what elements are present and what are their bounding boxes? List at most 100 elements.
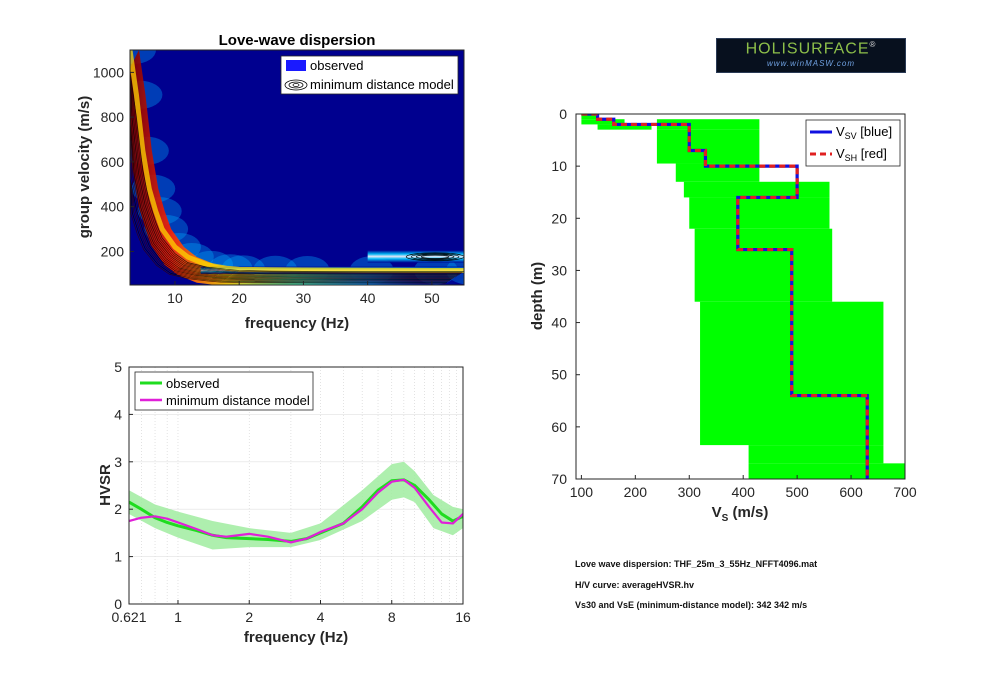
y-tick-label: 200 xyxy=(101,243,125,259)
x-tick-label: 40 xyxy=(360,290,376,306)
hvsr-axes-frame xyxy=(128,366,464,605)
search-space-layer xyxy=(689,197,830,229)
legend-vsh-label: VSH [red] xyxy=(836,146,887,163)
vs-ylabel: depth (m) xyxy=(529,262,546,330)
x-tick-label: 50 xyxy=(424,290,440,306)
x-tick-label: 30 xyxy=(296,290,312,306)
model-high-contour xyxy=(405,252,464,262)
legend-observed-label: observed xyxy=(166,376,219,391)
x-tick-label: 600 xyxy=(839,484,863,500)
dispersion-xlabel: frequency (Hz) xyxy=(245,315,349,332)
energy-fan xyxy=(130,50,464,285)
legend-model-label: minimum distance model xyxy=(166,393,310,408)
x-tick-label: 8 xyxy=(388,609,396,625)
logo-title: HOLISURFACE® xyxy=(745,40,877,58)
vs-legend: VSV [blue] VSH [red] xyxy=(805,119,901,167)
model-contour xyxy=(130,72,464,272)
y-tick-label: 20 xyxy=(551,210,567,226)
x-tick-label: 400 xyxy=(732,484,756,500)
info-dispersion-file: Love wave dispersion: THF_25m_3_55Hz_NFF… xyxy=(575,559,818,569)
holisurface-logo: HOLISURFACE® www.winMASW.com xyxy=(716,38,906,73)
legend-observed-swatch xyxy=(286,60,306,71)
y-tick-label: 70 xyxy=(551,471,567,487)
model-contour xyxy=(130,78,455,279)
model-contour xyxy=(130,80,452,280)
vs-xlabel: VS (m/s) xyxy=(712,504,769,524)
y-tick-label: 1000 xyxy=(93,64,124,80)
dispersion-title: Love-wave dispersion xyxy=(219,32,376,49)
y-tick-label: 4 xyxy=(114,406,122,422)
info-hv-file: H/V curve: averageHVSR.hv xyxy=(575,580,695,590)
hvsr-xlabel: frequency (Hz) xyxy=(244,629,348,646)
x-tick-label: 200 xyxy=(624,484,648,500)
y-tick-label: 40 xyxy=(551,315,567,331)
vs-profile-plot-area xyxy=(581,114,905,479)
x-tick-label: 0.621 xyxy=(111,609,146,625)
x-tick-label: 20 xyxy=(231,290,247,306)
hvsr-plot-area xyxy=(129,461,463,550)
x-tick-label: 10 xyxy=(167,290,183,306)
energy-high-branch xyxy=(367,250,464,263)
x-tick-label: 500 xyxy=(785,484,809,500)
y-tick-label: 0 xyxy=(114,596,122,612)
model-high-contour xyxy=(420,254,450,259)
hvsr-model-line xyxy=(129,478,463,544)
hvsr-legend: observed minimum distance model xyxy=(134,371,314,411)
y-tick-label: 1 xyxy=(114,549,122,565)
legend-contour-swatch xyxy=(284,79,308,91)
y-tick-label: 50 xyxy=(551,367,567,383)
hvsr-ylabel: HVSR xyxy=(97,464,114,506)
model-contour xyxy=(130,75,459,276)
hvsr-axes: 0.621 1 2 4 8 16 0 1 2 3 4 5 xyxy=(111,359,471,625)
dispersion-panel: Love-wave dispersion 10 20 30 40 50 200 400 600… xyxy=(76,32,465,332)
y-tick-label: 0 xyxy=(559,106,567,122)
dispersion-legend: observed minimum distance model xyxy=(280,55,459,95)
y-tick-label: 400 xyxy=(101,199,125,215)
hvsr-panel: 0.621 1 2 4 8 16 0 1 2 3 4 5 frequency (Hz) HVSR ob… xyxy=(97,359,471,646)
search-space-layer xyxy=(694,228,833,302)
y-tick-label: 60 xyxy=(551,419,567,435)
model-contour xyxy=(130,83,448,283)
logo-subtitle: www.winMASW.com xyxy=(766,59,856,68)
model-contour xyxy=(130,73,463,273)
vsh-profile-line xyxy=(581,114,869,479)
model-contour xyxy=(130,77,456,278)
x-tick-label: 300 xyxy=(678,484,702,500)
legend-observed-label: observed xyxy=(310,58,363,73)
legend-vsv-label: VSV [blue] xyxy=(836,124,892,141)
x-tick-label: 700 xyxy=(893,484,917,500)
y-tick-label: 5 xyxy=(114,359,122,375)
search-space-layer xyxy=(675,163,760,182)
dispersion-axes-frame xyxy=(129,49,465,286)
model-contour xyxy=(130,76,457,277)
observed-ridge xyxy=(130,50,464,273)
x-tick-label: 4 xyxy=(317,609,325,625)
search-space-layer xyxy=(581,119,625,125)
search-space-layer xyxy=(748,445,884,464)
search-space-layer xyxy=(656,129,760,164)
hvsr-std-band xyxy=(129,461,463,550)
search-space-layer xyxy=(748,463,905,479)
y-tick-label: 30 xyxy=(551,262,567,278)
vs-axes: 100 200 300 400 500 600 700 0 10 20 30 40 50 60 70 xyxy=(551,106,916,500)
y-tick-label: 10 xyxy=(551,158,567,174)
y-tick-label: 3 xyxy=(114,454,122,470)
model-high-contour xyxy=(410,253,460,261)
vs-axes-frame xyxy=(575,113,906,480)
model-contour xyxy=(130,79,453,280)
legend-model-label: minimum distance model xyxy=(310,77,454,92)
dispersion-ylabel: group velocity (m/s) xyxy=(76,96,93,239)
y-tick-label: 2 xyxy=(114,501,122,517)
search-space-layer xyxy=(581,114,598,120)
y-tick-label: 600 xyxy=(101,154,125,170)
model-high-contour xyxy=(415,254,455,260)
y-tick-label: 800 xyxy=(101,109,125,125)
x-tick-label: 16 xyxy=(455,609,471,625)
x-tick-label: 2 xyxy=(245,609,253,625)
model-contour xyxy=(130,81,450,281)
x-tick-label: 100 xyxy=(570,484,594,500)
search-space-layer xyxy=(656,119,760,130)
search-space-layer xyxy=(683,181,830,198)
dispersion-axes: 10 20 30 40 50 200 400 600 800 1000 xyxy=(93,64,440,306)
